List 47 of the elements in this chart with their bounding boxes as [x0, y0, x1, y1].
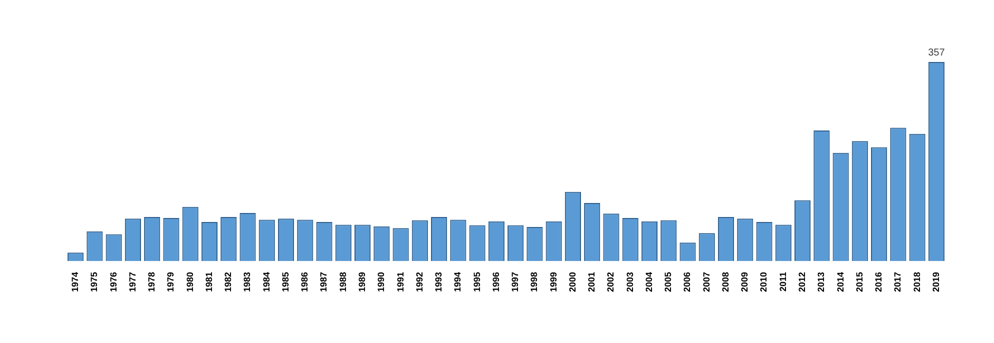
- x-tick-label: 1991: [395, 272, 406, 292]
- x-tick-label: 1981: [204, 272, 214, 292]
- x-tick-label: 2015: [854, 272, 864, 292]
- x-tick-label: 1980: [184, 272, 195, 292]
- x-tick-label: 2018: [912, 272, 922, 292]
- x-tick-label: 1975: [89, 272, 100, 292]
- x-tick-label: 2000: [567, 272, 578, 292]
- x-tick-label: 2003: [624, 272, 635, 292]
- x-tick-label: 2010: [758, 272, 769, 292]
- x-tick-label: 2013: [816, 272, 826, 292]
- x-tick-label: 1995: [472, 272, 482, 292]
- x-tick-label: 1974: [70, 272, 80, 292]
- x-tick-label: 2009: [740, 272, 750, 292]
- x-tick-label: 1987: [318, 272, 329, 292]
- x-tick-label: 1988: [338, 272, 348, 292]
- x-tick-label: 1998: [529, 272, 540, 292]
- x-tick-label: 2017: [892, 272, 903, 292]
- x-tick-label: 2007: [701, 272, 712, 292]
- x-tick-label: 1983: [242, 272, 252, 292]
- data-label: 357: [928, 48, 946, 59]
- x-tick-label: 2006: [682, 272, 692, 292]
- x-tick-label: 1999: [548, 272, 558, 292]
- x-tick-label: 1982: [223, 272, 234, 292]
- x-tick-label: 2011: [778, 272, 788, 292]
- x-tick-label: 2002: [606, 272, 616, 292]
- x-tick-label: 2016: [874, 272, 884, 292]
- x-tick-label: 1993: [434, 272, 444, 292]
- x-tick-label: 1990: [376, 272, 386, 292]
- x-tick-label: 1989: [357, 272, 368, 292]
- x-tick-label: 2004: [644, 272, 654, 292]
- x-tick-label: 1979: [166, 272, 176, 292]
- x-tick-label: 2005: [663, 272, 674, 292]
- x-tick-label: 2012: [797, 272, 808, 292]
- x-tick-label: 2008: [720, 272, 730, 292]
- x-tick-label: 2019: [930, 272, 941, 292]
- x-tick-label: 1986: [300, 272, 310, 292]
- x-tick-label: 1976: [108, 272, 118, 292]
- x-tick-label: 1992: [414, 272, 424, 292]
- x-tick-label: 1984: [261, 272, 272, 292]
- x-tick-label: 2014: [835, 272, 846, 292]
- x-tick-label: 1985: [280, 272, 290, 292]
- x-tick-label: 1996: [490, 272, 501, 292]
- x-tick-label: 2001: [586, 272, 597, 292]
- x-tick-label: 1994: [452, 272, 463, 292]
- x-tick-label: 1997: [510, 272, 520, 292]
- x-tick-label: 1977: [127, 272, 138, 292]
- x-tick-label: 1978: [146, 272, 157, 292]
